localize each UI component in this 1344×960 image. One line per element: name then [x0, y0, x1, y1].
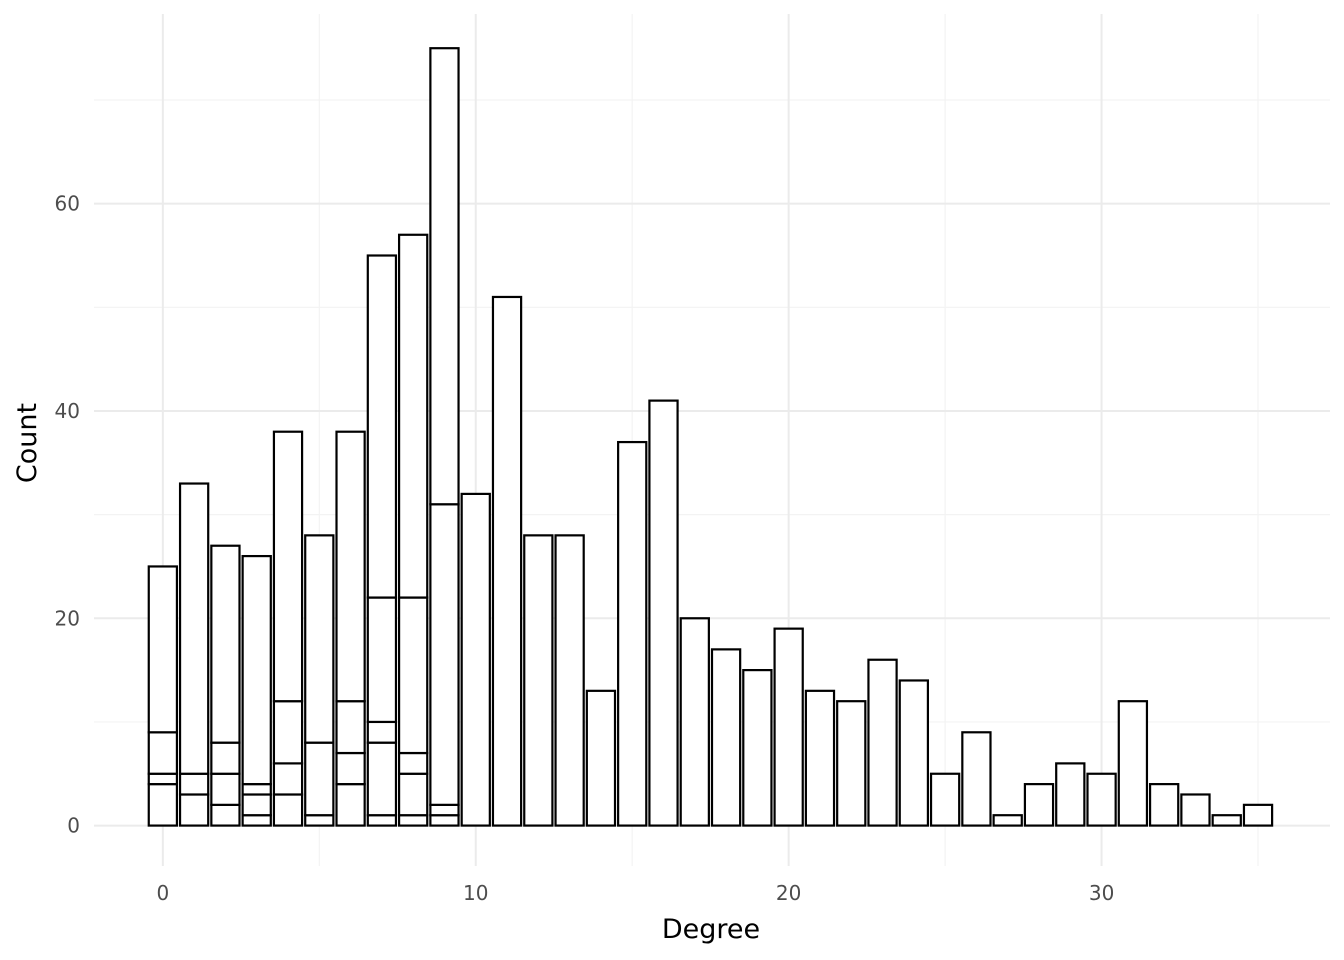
bar-segment — [147, 772, 179, 786]
bar-segment — [742, 669, 773, 827]
bar-segment — [929, 772, 961, 827]
bar-segment — [836, 700, 867, 827]
bar-segment — [178, 793, 210, 827]
bar-segment — [397, 751, 429, 775]
bar-segment — [366, 741, 398, 817]
bar-segment — [1211, 814, 1242, 827]
bar-segment — [1117, 700, 1149, 827]
bar-segment — [773, 627, 804, 827]
bar-segment — [429, 803, 460, 817]
y-tick-label: 20 — [55, 606, 80, 630]
bar-segment — [1180, 793, 1211, 827]
bar-segment — [429, 47, 460, 506]
bar-segment — [335, 430, 366, 703]
x-tick-label: 0 — [156, 881, 169, 905]
bar-segment — [304, 534, 335, 744]
bar-segment — [210, 544, 241, 744]
bar-segment — [335, 783, 366, 827]
bar-segment — [867, 658, 898, 827]
bar-segment — [992, 814, 1023, 827]
bar-segment — [147, 731, 179, 775]
bar-segment — [147, 565, 179, 734]
y-axis-tick-labels: 0 20 40 60 — [55, 192, 80, 838]
bar-segment — [1055, 762, 1086, 827]
bar-segment — [397, 233, 429, 599]
bar-segment — [1148, 783, 1180, 827]
bar-segment — [272, 762, 304, 796]
bar-segment — [241, 814, 272, 827]
x-tick-label: 10 — [463, 881, 488, 905]
bar-segment — [366, 814, 398, 827]
bar-segment — [210, 772, 241, 806]
y-tick-label: 60 — [55, 192, 80, 216]
bar-segment — [272, 700, 304, 765]
bar-segment — [366, 254, 398, 599]
bar-segment — [210, 803, 241, 827]
bar-segment — [335, 751, 366, 786]
x-tick-label: 20 — [776, 881, 801, 905]
bar-segment — [366, 596, 398, 724]
bar-segment — [366, 720, 398, 744]
bar-segment — [429, 814, 460, 827]
x-axis-title: Degree — [662, 914, 760, 945]
bar-segment — [210, 741, 241, 775]
bar-segment — [335, 700, 366, 755]
bar-segment — [241, 783, 272, 796]
bar-segment — [178, 772, 210, 796]
bar-segment — [1242, 803, 1274, 827]
bar-segment — [898, 679, 930, 827]
bars — [147, 47, 1274, 827]
bar-segment — [178, 482, 210, 775]
bar-segment — [648, 399, 679, 827]
bar-segment — [961, 731, 992, 827]
x-axis-tick-labels: 0 10 20 30 — [156, 881, 1114, 905]
bar-segment — [460, 492, 491, 827]
y-tick-label: 0 — [67, 814, 80, 838]
bar-segment — [147, 783, 179, 827]
x-tick-label: 30 — [1089, 881, 1114, 905]
bar-segment — [804, 689, 836, 827]
bar-segment — [710, 648, 742, 827]
bar-segment — [585, 689, 617, 827]
bar-segment — [397, 814, 429, 827]
bar-segment — [397, 772, 429, 817]
bar-segment — [523, 534, 554, 827]
bar-segment — [304, 741, 335, 817]
bar-segment — [304, 814, 335, 827]
bar-segment — [1023, 783, 1055, 827]
bar-segment — [272, 793, 304, 827]
y-axis-title: Count — [12, 403, 43, 483]
y-tick-label: 40 — [55, 399, 80, 423]
bar-segment — [491, 295, 523, 827]
bar-segment — [241, 793, 272, 817]
bar-segment — [429, 503, 460, 806]
bar-segment — [397, 596, 429, 755]
bar-segment — [272, 430, 304, 703]
bar-segment — [241, 554, 272, 786]
bar-segment — [1086, 772, 1117, 827]
bar-segment — [554, 534, 585, 827]
bar-segment — [679, 617, 710, 827]
bar-segment — [617, 440, 648, 827]
